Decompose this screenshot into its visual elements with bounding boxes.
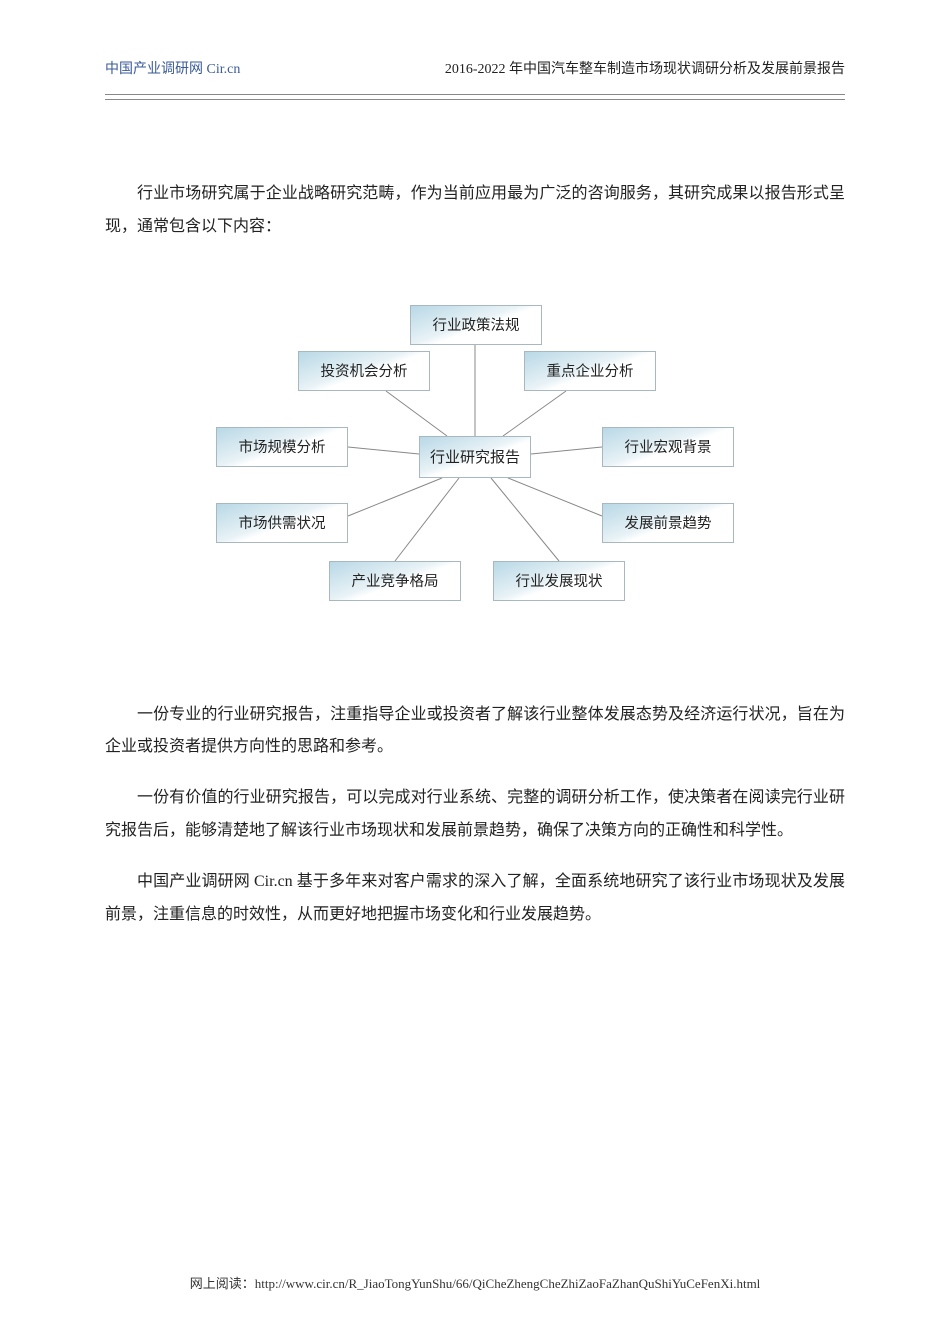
page-header: 中国产业调研网 Cir.cn 2016-2022 年中国汽车整车制造市场现状调研…: [105, 58, 845, 94]
body-paragraph: 中国产业调研网 Cir.cn 基于多年来对客户需求的深入了解，全面系统地研究了该…: [105, 866, 845, 932]
diagram-node-policy: 行业政策法规: [410, 305, 542, 345]
header-right-title: 2016-2022 年中国汽车整车制造市场现状调研分析及发展前景报告: [445, 58, 845, 78]
radial-diagram: 行业政策法规投资机会分析 重点企业分析市场规模分析 行业宏观背景市场供需状况 发展前景…: [210, 299, 740, 607]
footer-url: http://www.cir.cn/R_JiaoTongYunShu/66/Qi…: [255, 1276, 761, 1291]
diagram-node-macro: 行业宏观背景: [602, 427, 734, 467]
diagram-node-supply: 市场供需状况: [216, 503, 348, 543]
diagram-node-prospect: 发展前景趋势: [602, 503, 734, 543]
header-rule: [105, 99, 845, 100]
diagram-node-scale: 市场规模分析: [216, 427, 348, 467]
header-rule: [105, 94, 845, 95]
diagram-node-keycorp: 重点企业分析: [524, 351, 656, 391]
intro-paragraph: 行业市场研究属于企业战略研究范畴，作为当前应用最为广泛的咨询服务，其研究成果以报…: [105, 178, 845, 244]
body-paragraphs: 一份专业的行业研究报告，注重指导企业或投资者了解该行业整体发展态势及经济运行状况…: [105, 699, 845, 932]
diagram-node-invest: 投资机会分析: [298, 351, 430, 391]
document-page: 中国产业调研网 Cir.cn 2016-2022 年中国汽车整车制造市场现状调研…: [0, 0, 950, 931]
body-paragraph: 一份有价值的行业研究报告，可以完成对行业系统、完整的调研分析工作，使决策者在阅读…: [105, 782, 845, 848]
body-paragraph: 一份专业的行业研究报告，注重指导企业或投资者了解该行业整体发展态势及经济运行状况…: [105, 699, 845, 765]
diagram-center-node: 行业研究报告: [419, 436, 531, 478]
diagram-node-status: 行业发展现状: [493, 561, 625, 601]
page-footer: 网上阅读：http://www.cir.cn/R_JiaoTongYunShu/…: [0, 1273, 950, 1292]
footer-prefix: 网上阅读：: [190, 1276, 255, 1291]
diagram-node-compete: 产业竞争格局: [329, 561, 461, 601]
header-left-site: 中国产业调研网 Cir.cn: [105, 58, 240, 78]
